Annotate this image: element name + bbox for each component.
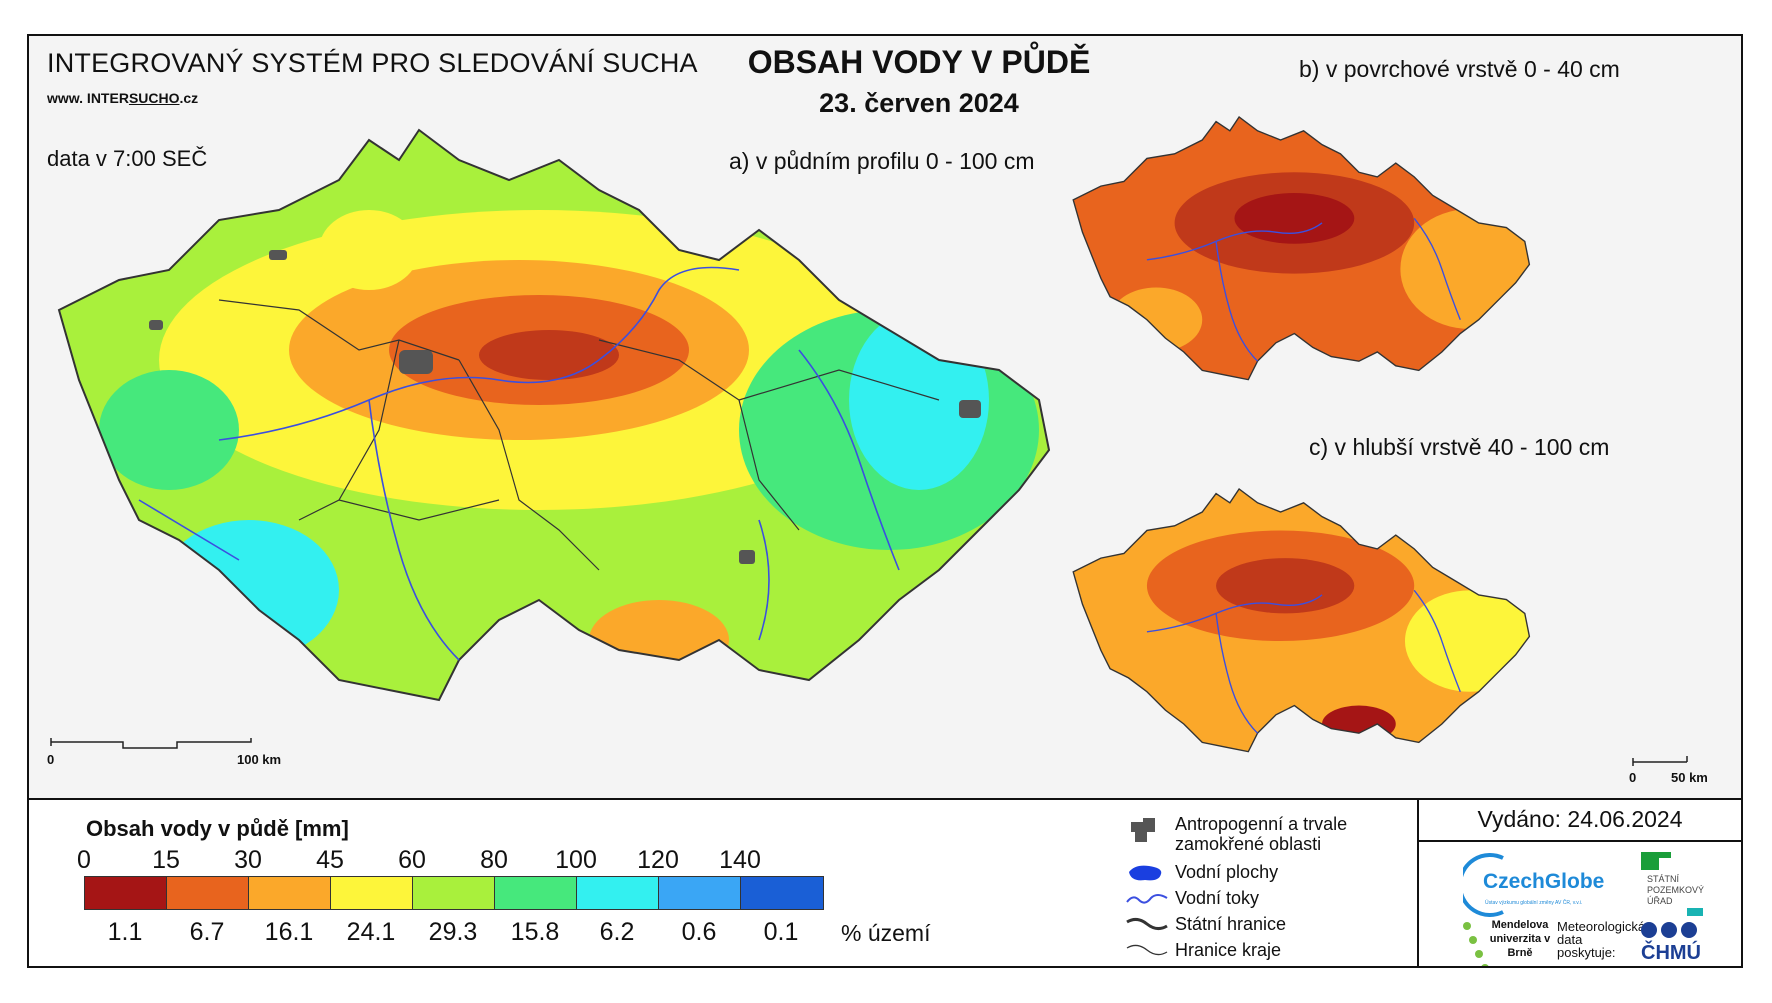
scale-bar-small: 0 50 km — [1629, 752, 1739, 792]
river-icon — [1125, 888, 1175, 914]
scale-small-start: 0 — [1629, 770, 1637, 785]
scale-break-label: 15 — [152, 846, 180, 874]
percent-value: 24.1 — [346, 918, 396, 946]
scale-bin — [659, 877, 741, 909]
legend-title: Obsah vody v půdě [mm] — [86, 816, 349, 841]
percent-value: 0.1 — [763, 918, 799, 946]
mendelu-text: Mendelova univerzita v Brně — [1489, 919, 1551, 959]
percent-value: 6.7 — [189, 918, 225, 946]
chmu-logo: Meteorologická data poskytuje: ČHMÚ — [1557, 918, 1737, 966]
urban-area-icon — [1125, 814, 1175, 842]
website-link[interactable]: www. INTERSUCHO.cz — [47, 90, 199, 106]
mendelu-logo: Mendelova univerzita v Brně — [1463, 918, 1553, 966]
footer-divider — [1417, 800, 1419, 966]
scale-break-label: 0 — [77, 846, 91, 874]
scale-bin — [741, 877, 823, 909]
spu-text: STÁTNÍ POZEMKOVÝ ÚŘAD — [1647, 874, 1705, 906]
map-b-surface-0-40 — [1072, 115, 1531, 381]
percent-value: 29.3 — [428, 918, 478, 946]
legend-item-urban: Antropogenní a trvale zamokřené oblasti — [1125, 814, 1355, 862]
map-a-label: a) v půdním profilu 0 - 100 cm — [729, 148, 1035, 174]
scale-bin — [85, 877, 167, 909]
percent-value: 0.6 — [681, 918, 717, 946]
symbol-legend: Antropogenní a trvale zamokřené oblasti … — [1125, 814, 1355, 966]
scale-break-label: 100 — [555, 846, 597, 874]
scale-break-label: 30 — [234, 846, 262, 874]
spu-logo: STÁTNÍ POZEMKOVÝ ÚŘAD — [1641, 852, 1721, 916]
percent-value: 16.1 — [264, 918, 314, 946]
scale-small-end: 50 km — [1671, 770, 1708, 785]
scale-bin — [495, 877, 577, 909]
legend-panel: Obsah vody v půdě [mm] 0 15 30 45 60 80 100 120… — [29, 798, 1741, 966]
scale-break-label: 60 — [398, 846, 426, 874]
scale-bin — [413, 877, 495, 909]
scale-break-label: 140 — [719, 846, 761, 874]
legend-item-river: Vodní toky — [1125, 888, 1355, 914]
map-frame: INTEGROVANÝ SYSTÉM PRO SLEDOVÁNÍ SUCHA w… — [27, 34, 1743, 968]
scale-break-label: 45 — [316, 846, 344, 874]
scale-bin — [167, 877, 249, 909]
percent-unit: % území — [841, 920, 931, 946]
percent-value: 15.8 — [510, 918, 560, 946]
legend-item-water: Vodní plochy — [1125, 862, 1355, 888]
percent-value: 1.1 — [107, 918, 143, 946]
map-c-deeper-40-100 — [1072, 487, 1531, 753]
czechglobe-tagline: Ústav výzkumu globální změny AV ČR, v.v.… — [1485, 899, 1582, 906]
map-c-label: c) v hlubší vrstvě 40 - 100 cm — [1309, 434, 1610, 460]
percent-value: 6.2 — [599, 918, 635, 946]
state-border-icon — [1125, 914, 1175, 940]
scale-main-start: 0 — [47, 752, 55, 767]
footer-divider-h — [1417, 840, 1741, 842]
map-b-label: b) v povrchové vrstvě 0 - 40 cm — [1299, 56, 1620, 82]
water-body-icon — [1125, 862, 1175, 888]
scale-main-end: 100 km — [237, 752, 282, 767]
map-a-profile-0-100 — [57, 128, 1051, 702]
scale-break-label: 80 — [480, 846, 508, 874]
chmu-note: Meteorologická data poskytuje: — [1557, 919, 1646, 960]
czechglobe-text: CzechGlobe — [1483, 870, 1604, 893]
legend-item-region-border: Hranice kraje — [1125, 940, 1355, 966]
color-scale — [84, 876, 824, 910]
data-time: data v 7:00 SEČ — [47, 146, 208, 171]
legend-item-state-border: Státní hranice — [1125, 914, 1355, 940]
scale-break-label: 120 — [637, 846, 679, 874]
system-name: INTEGROVANÝ SYSTÉM PRO SLEDOVÁNÍ SUCHA — [47, 48, 698, 78]
map-date: 23. červen 2024 — [819, 88, 1019, 118]
scale-bin — [331, 877, 413, 909]
czechglobe-logo: CzechGlobe Ústav výzkumu globální změny … — [1458, 850, 1613, 920]
scale-bar-main: 0 100 km — [47, 726, 319, 776]
issued-date: Vydáno: 24.06.2024 — [1477, 806, 1683, 832]
page-title: OBSAH VODY V PŮDĚ — [747, 44, 1091, 80]
chmu-text: ČHMÚ — [1641, 942, 1701, 964]
scale-bin — [577, 877, 659, 909]
scale-bin — [249, 877, 331, 909]
region-border-icon — [1125, 940, 1175, 966]
